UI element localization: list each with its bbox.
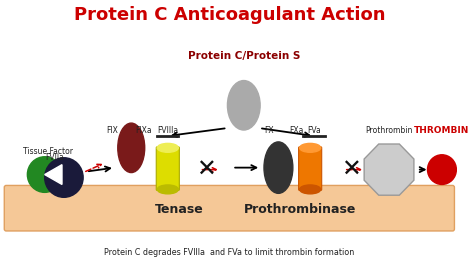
FancyBboxPatch shape <box>156 147 179 190</box>
Circle shape <box>27 157 62 192</box>
Polygon shape <box>364 144 414 195</box>
FancyBboxPatch shape <box>4 186 455 231</box>
Text: FIXa: FIXa <box>136 126 152 135</box>
Ellipse shape <box>300 143 321 152</box>
Ellipse shape <box>264 142 293 193</box>
Ellipse shape <box>157 185 178 194</box>
Text: FVa: FVa <box>307 126 321 135</box>
Text: FXa: FXa <box>290 126 304 135</box>
Text: Protein C degrades FVIIIa  and FVa to limit thrombin formation: Protein C degrades FVIIIa and FVa to lim… <box>104 248 355 257</box>
Text: ✕: ✕ <box>341 158 360 182</box>
Circle shape <box>45 158 83 197</box>
FancyBboxPatch shape <box>299 147 322 190</box>
Text: Prothrombinase: Prothrombinase <box>243 203 356 216</box>
Text: Tenase: Tenase <box>155 203 204 216</box>
Ellipse shape <box>228 81 260 130</box>
Text: FX: FX <box>264 126 273 135</box>
Text: THROMBIN: THROMBIN <box>414 126 470 135</box>
Ellipse shape <box>157 143 178 152</box>
Circle shape <box>428 155 456 184</box>
Text: FVIIa: FVIIa <box>45 153 64 162</box>
Text: ✕: ✕ <box>196 158 216 182</box>
Text: Tissue Factor: Tissue Factor <box>23 147 73 156</box>
Text: Protein C/Protein S: Protein C/Protein S <box>188 51 300 61</box>
Text: Prothrombin: Prothrombin <box>365 126 413 135</box>
Ellipse shape <box>118 123 145 173</box>
Polygon shape <box>45 165 62 184</box>
Ellipse shape <box>300 185 321 194</box>
Text: FVIIIa: FVIIIa <box>157 126 178 135</box>
Text: FIX: FIX <box>106 126 118 135</box>
Text: Protein C Anticoagulant Action: Protein C Anticoagulant Action <box>73 6 385 24</box>
